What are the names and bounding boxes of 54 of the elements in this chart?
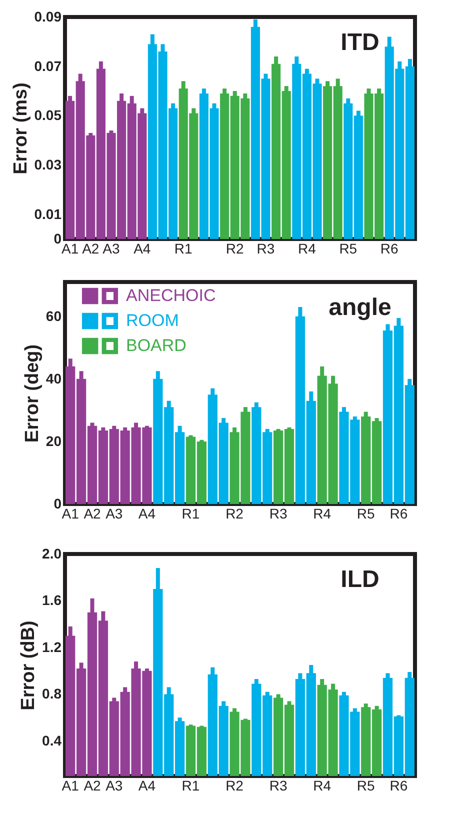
x-tick-label: R1 [174,240,193,256]
x-tick-label: A2 [84,778,102,794]
x-tick-label: R4 [298,240,316,256]
y-tick-label: 0.05 [34,107,62,124]
x-tick-label: A3 [106,506,123,522]
x-tick-label: R4 [313,778,332,794]
x-tick-label: R6 [390,506,408,522]
y-tick-label: 1.2 [42,638,62,655]
y-axis-title: Error (ms) [10,82,32,174]
x-tick-label: A4 [138,778,156,794]
y-axis-title: Error (deg) [22,344,43,443]
y-axis-title: Error (dB) [18,620,40,710]
x-tick-label: A4 [138,506,156,522]
x-tick-label: A2 [84,506,102,522]
x-tick-label: R3 [256,240,275,256]
text: ITD [340,29,380,56]
x-tick-label: A3 [102,240,120,256]
text: ILD [340,566,380,593]
y-tick-label: 60 [46,308,62,324]
y-tick-label: 0.4 [42,732,62,748]
x-tick-label: R6 [380,240,399,256]
x-tick-label: A1 [61,240,79,256]
y-tick-label: 40 [46,370,62,386]
y-tick-label: 0.03 [34,156,62,172]
x-tick-label: A4 [134,240,151,256]
x-tick-label: R1 [182,778,200,794]
x-tick-label: A3 [106,778,123,794]
x-tick-label: R5 [356,506,376,522]
y-tick-label: 2.0 [42,546,62,562]
y-tick-label: 0 [54,230,62,246]
text: angle [328,294,392,321]
y-tick-label: 20 [46,432,62,449]
x-tick-label: R3 [269,778,288,794]
x-tick-label: R2 [226,506,244,522]
y-tick-label: 0.01 [34,206,62,222]
x-tick-label: R5 [356,778,376,794]
y-tick-label: 0.09 [34,8,62,24]
x-tick-label: A1 [62,506,80,522]
x-tick-label: A2 [82,240,100,256]
x-tick-label: R6 [390,778,408,794]
x-tick-label: R2 [226,240,244,256]
x-tick-label: R2 [226,778,244,794]
y-tick-label: 0.07 [34,58,62,74]
x-tick-label: R3 [269,506,288,522]
x-tick-label: A1 [62,778,80,794]
x-tick-label: R5 [339,240,358,256]
legend-label: BOARD [126,336,186,355]
x-tick-label: R1 [182,506,200,522]
y-tick-label: 1.6 [42,592,62,608]
y-tick-label: 0 [54,496,62,512]
y-tick-label: 0.8 [42,686,62,702]
x-tick-label: R4 [313,506,332,522]
legend-label: ANECHOIC [126,286,216,305]
legend-label: ROOM [126,311,179,330]
